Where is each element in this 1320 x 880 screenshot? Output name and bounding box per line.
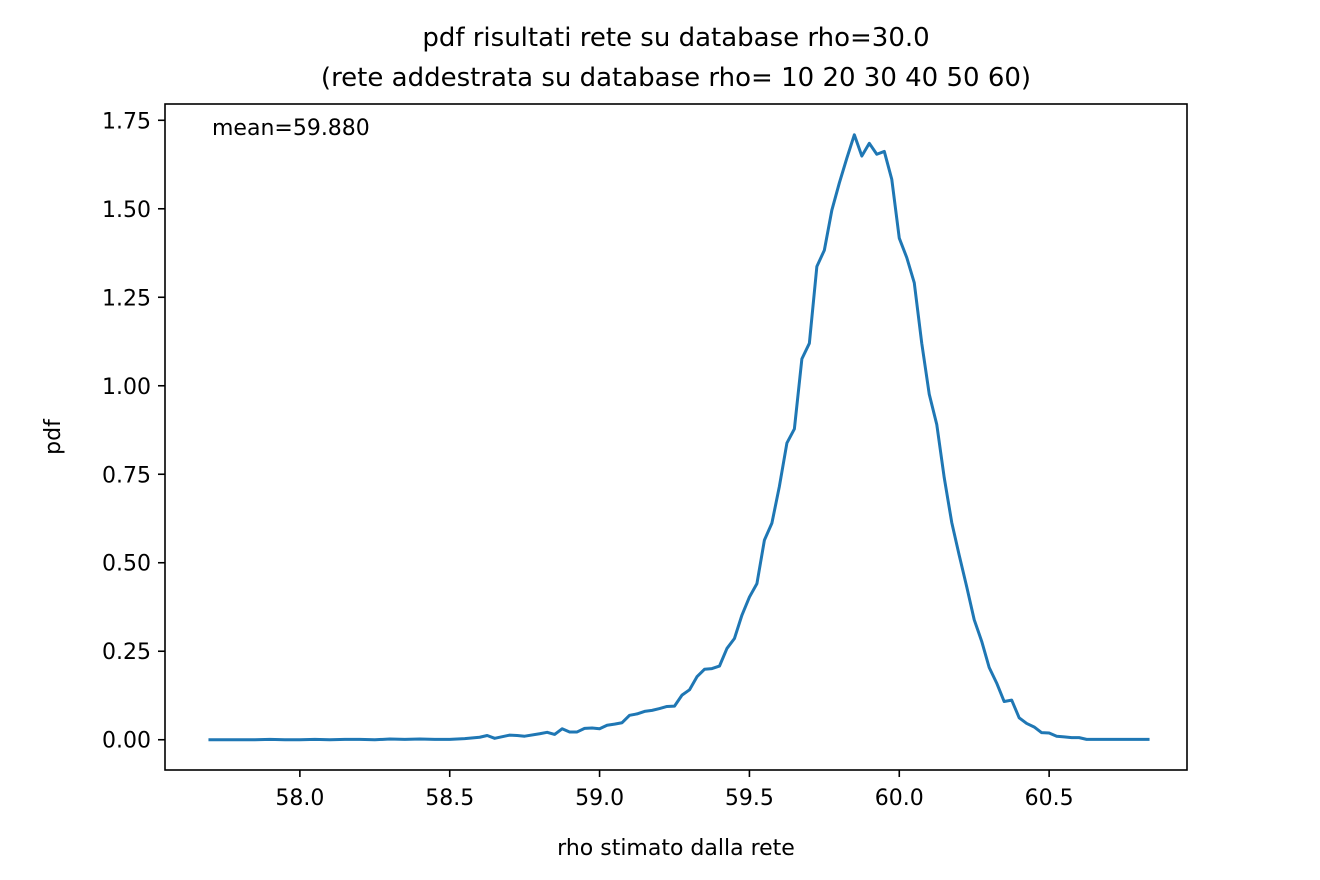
y-tick-label: 1.75 [102,109,151,134]
x-axis-ticks: 58.0 58.5 59.0 59.5 60.0 60.5 [275,770,1074,811]
series-line-pdf [208,133,1150,742]
y-tick-label: 0.25 [102,640,151,665]
x-tick-label: 58.0 [275,786,324,811]
y-tick-label: 1.50 [102,198,151,223]
x-tick-label: 59.0 [575,786,624,811]
axes-frame [164,103,1188,771]
y-axis-label: pdf [41,418,66,455]
x-tick-label: 60.0 [875,786,924,811]
y-tick-label: 1.00 [102,375,151,400]
chart-title-line-1: pdf risultati rete su database rho=30.0 [422,23,929,53]
plot-area: 58.0 58.5 59.0 59.5 60.0 60.5 0.00 0.25 0.50 0.7… [102,103,1188,811]
chart-title-line-2: (rete addestrata su database rho= 10 20 … [321,63,1031,93]
y-tick-label: 0.00 [102,729,151,754]
y-tick-label: 0.50 [102,552,151,577]
y-axis-ticks: 0.00 0.25 0.50 0.75 1.00 1.25 1.50 1.75 [102,109,165,754]
y-tick-label: 1.25 [102,286,151,311]
x-tick-label: 59.5 [725,786,774,811]
x-axis-label: rho stimato dalla rete [557,836,795,861]
mean-annotation: mean=59.880 [212,116,370,141]
x-tick-label: 58.5 [425,786,474,811]
x-tick-label: 60.5 [1025,786,1074,811]
y-tick-label: 0.75 [102,463,151,488]
